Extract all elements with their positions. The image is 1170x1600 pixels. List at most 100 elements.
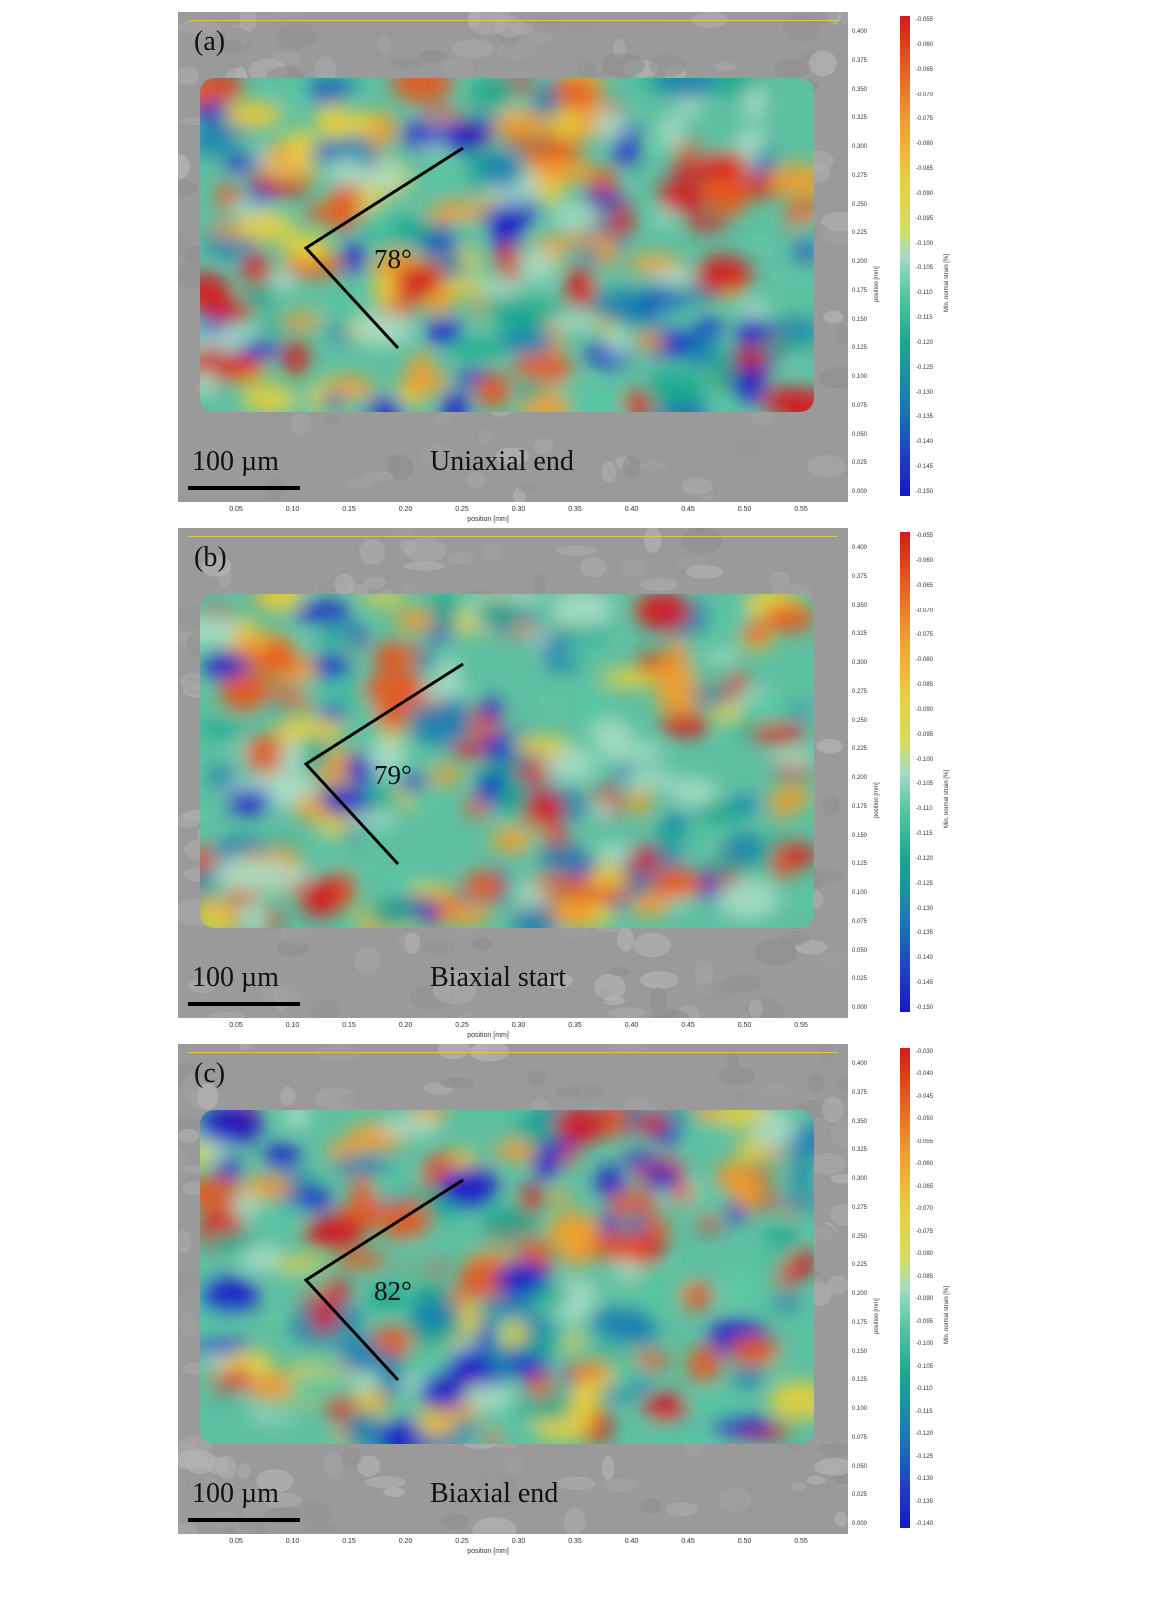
colorbar-tick-label: -0.085 [916, 166, 934, 173]
sem-grain [807, 454, 847, 478]
sem-strain-map: (a) 78° 100 µm Uniaxial end [178, 12, 848, 502]
scale-bar-label: 100 µm [192, 446, 279, 477]
sem-grain [443, 57, 475, 79]
colorbar-tick-label: -0.075 [916, 632, 934, 639]
strain-blob [518, 790, 565, 826]
strain-blob [708, 857, 751, 876]
strain-blob [240, 859, 299, 892]
sem-grain [733, 1092, 747, 1103]
sem-grain [719, 1488, 752, 1512]
sem-grain [620, 558, 647, 577]
strain-blob [200, 370, 219, 397]
sem-grain [685, 565, 723, 579]
x-axis: 0.05 0.10 0.15 0.20 0.25 0.30 0.35 0.40 0.45 0.50… [178, 1022, 848, 1036]
strain-blob [302, 1216, 366, 1249]
colorbar-tick-label: -0.075 [916, 1228, 934, 1235]
strain-blob [650, 656, 694, 696]
strain-blob [629, 846, 660, 871]
y-tick-label: 0.275 [852, 172, 868, 179]
strain-blob [317, 102, 343, 140]
strain-blob [241, 252, 271, 289]
strain-blob [622, 1152, 657, 1168]
sem-grain [359, 538, 386, 565]
colorbar-tick-label: -0.105 [916, 781, 934, 788]
strain-blob [295, 676, 356, 702]
panel-label: (a) [194, 26, 226, 57]
sem-grain [208, 1011, 246, 1018]
strain-blob [645, 1418, 706, 1444]
colorbar-tick-label: -0.095 [916, 1318, 934, 1325]
strain-blob [548, 233, 610, 248]
strain-blob [611, 1352, 643, 1390]
strain-blob [372, 272, 398, 306]
sem-grain [814, 948, 848, 968]
strain-blob [426, 166, 455, 190]
strain-blob [204, 1212, 246, 1237]
strain-blob [588, 719, 635, 747]
strain-blob [554, 1110, 608, 1145]
sem-grain [482, 543, 502, 560]
x-tick-label: 0.40 [624, 506, 639, 513]
sem-grain [178, 605, 200, 624]
strain-blob [539, 843, 588, 873]
strain-blob [636, 594, 691, 632]
sem-grain [178, 1147, 187, 1174]
strain-blob [768, 1381, 814, 1421]
sem-grain [272, 12, 305, 18]
strain-blob [372, 642, 421, 668]
strain-blob [614, 1324, 660, 1345]
colorbar-tick-label: -0.135 [916, 414, 934, 421]
colorbar-tick-label: -0.120 [916, 855, 934, 862]
angle-lines [303, 662, 464, 866]
sem-grain [178, 179, 199, 197]
sem-grain [308, 999, 342, 1018]
sem-grain [580, 556, 608, 578]
y-tick-label: 0.375 [852, 57, 868, 64]
colorbar-tick-label: -0.075 [916, 116, 934, 123]
sem-grain [178, 1312, 199, 1337]
x-tick-label: 0.55 [794, 506, 808, 513]
strain-blob [305, 204, 328, 222]
yellow-border-line [188, 20, 838, 21]
y-tick-label: 0.025 [852, 1492, 868, 1499]
strain-blob [483, 1294, 535, 1318]
x-tick-label: 0.20 [398, 506, 413, 513]
strain-blob [462, 870, 506, 902]
sem-grain [182, 1074, 199, 1099]
y-tick-label: 0.050 [852, 947, 868, 954]
strain-blob [474, 372, 511, 408]
sem-grain [680, 528, 722, 555]
colorbar-tick-label: -0.105 [916, 265, 934, 272]
strain-blob [603, 327, 632, 356]
strain-blob [520, 1183, 543, 1214]
sem-grain [451, 39, 495, 59]
sem-grain [260, 986, 276, 998]
sem-grain [323, 1452, 343, 1478]
strain-blob [419, 1373, 466, 1410]
strain-blob [200, 1174, 245, 1213]
strain-blob [365, 900, 421, 928]
strain-blob [409, 1299, 461, 1331]
sem-grain [178, 1450, 209, 1470]
strain-blob [542, 746, 596, 783]
y-tick-label: 0.200 [852, 1291, 868, 1297]
strain-blob [630, 892, 669, 918]
sem-grain [488, 1485, 521, 1508]
strain-blob [479, 151, 525, 188]
sem-grain [383, 1487, 405, 1497]
sem-grain [814, 1458, 848, 1476]
strain-blob [492, 110, 550, 139]
strain-blob [264, 1143, 300, 1168]
sem-grain [823, 310, 844, 324]
sem-grain [437, 1044, 471, 1060]
colorbar-tick-label: -0.140 [916, 1521, 934, 1527]
strain-blob [738, 299, 770, 321]
strain-blob [388, 266, 440, 300]
strain-blob [594, 843, 639, 862]
sem-grain [809, 50, 837, 77]
sem-grain [178, 1229, 192, 1254]
x-tick-label: 0.40 [624, 1022, 639, 1029]
strain-blob [315, 786, 371, 816]
sem-grain [830, 1174, 848, 1184]
strain-blob [770, 747, 814, 768]
